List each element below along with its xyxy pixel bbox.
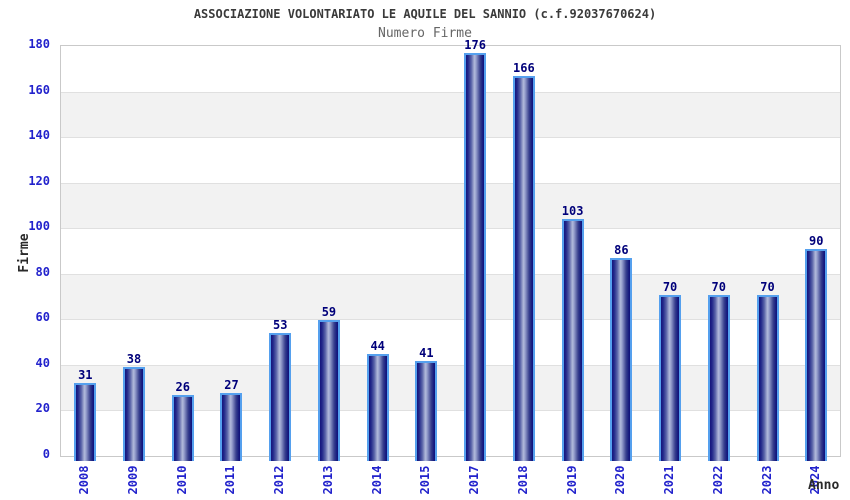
- bar-value-label: 38: [126, 352, 142, 367]
- gridline: [61, 364, 840, 366]
- y-tick-label: 100: [28, 219, 50, 234]
- bar-value-label: 26: [175, 379, 190, 394]
- grid-band: [61, 228, 840, 274]
- bar: [464, 53, 487, 461]
- bar: [171, 394, 194, 461]
- x-tick-label: 2021: [662, 465, 677, 495]
- y-tick-label: 60: [35, 310, 50, 325]
- grid-band: [61, 91, 840, 138]
- bar: [366, 353, 389, 461]
- x-tick-label: 2011: [223, 465, 238, 495]
- bar: [123, 367, 146, 461]
- bar-value-label: 176: [464, 38, 486, 53]
- bar-value-label: 31: [78, 368, 93, 383]
- grid-band: [61, 137, 840, 183]
- bar: [269, 333, 292, 461]
- bar-value-label: 41: [419, 345, 434, 360]
- bar-value-label: 59: [321, 304, 337, 319]
- x-tick-label: 2018: [515, 465, 530, 495]
- bar-value-label: 27: [224, 377, 239, 392]
- gridline: [61, 182, 840, 184]
- gridline: [61, 319, 840, 321]
- grid-band: [61, 46, 840, 92]
- gridline: [61, 137, 840, 139]
- x-tick-label: 2017: [467, 465, 482, 495]
- x-tick-label: 2012: [272, 465, 287, 495]
- bar-value-label: 103: [561, 204, 584, 219]
- bar: [756, 294, 779, 461]
- chart-subtitle: Numero Firme: [378, 26, 472, 41]
- y-tick-label: 120: [28, 173, 50, 188]
- x-tick-label: 2009: [126, 465, 141, 495]
- y-tick-label: 80: [35, 264, 50, 279]
- bar: [512, 75, 535, 461]
- bar: [805, 249, 828, 461]
- plot-area: 31 38 26 27 53 59 44 41 176 166 103 86 70 70 70 90: [60, 38, 841, 461]
- bar-value-label: 70: [760, 279, 775, 294]
- x-tick-label: 2022: [710, 465, 725, 495]
- gridline: [61, 273, 840, 275]
- bar: [561, 219, 584, 461]
- y-tick-label: 0: [42, 447, 50, 461]
- bar-value-label: 70: [662, 279, 678, 294]
- y-tick-label: 40: [35, 355, 50, 370]
- x-tick-label: 2010: [174, 465, 189, 495]
- y-axis-title: Firme: [17, 233, 32, 273]
- x-tick-label: 2020: [613, 465, 628, 495]
- bar: [659, 294, 682, 461]
- bar-value-label: 70: [711, 279, 726, 294]
- y-tick-label: 160: [28, 82, 50, 97]
- chart-title: ASSOCIAZIONE VOLONTARIATO LE AQUILE DEL …: [193, 7, 657, 21]
- bar: [74, 383, 97, 461]
- bar: [317, 319, 340, 461]
- x-tick-label: 2014: [369, 465, 384, 495]
- bar: [707, 294, 730, 461]
- bar: [415, 360, 438, 461]
- x-axis-title: Anno: [808, 478, 840, 493]
- y-tick-label: 140: [28, 128, 50, 143]
- bar-value-label: 44: [370, 338, 385, 353]
- bar-value-label: 166: [513, 60, 535, 75]
- bar: [610, 258, 633, 461]
- x-tick-label: 2019: [564, 465, 579, 495]
- bar-value-label: 53: [272, 318, 288, 333]
- x-tick-label: 2013: [320, 465, 335, 495]
- bar: [220, 392, 243, 461]
- x-tick-label: 2015: [418, 465, 433, 495]
- bar-value-label: 90: [809, 234, 824, 248]
- gridline: [61, 91, 840, 93]
- bar-value-label: 86: [614, 243, 629, 258]
- grid-band: [61, 182, 840, 229]
- x-tick-label: 2023: [759, 465, 774, 495]
- gridline: [61, 228, 840, 230]
- x-tick-label: 2008: [77, 465, 92, 495]
- gridline: [61, 410, 840, 412]
- y-tick-label: 20: [35, 401, 50, 416]
- y-tick-label: 180: [28, 37, 50, 51]
